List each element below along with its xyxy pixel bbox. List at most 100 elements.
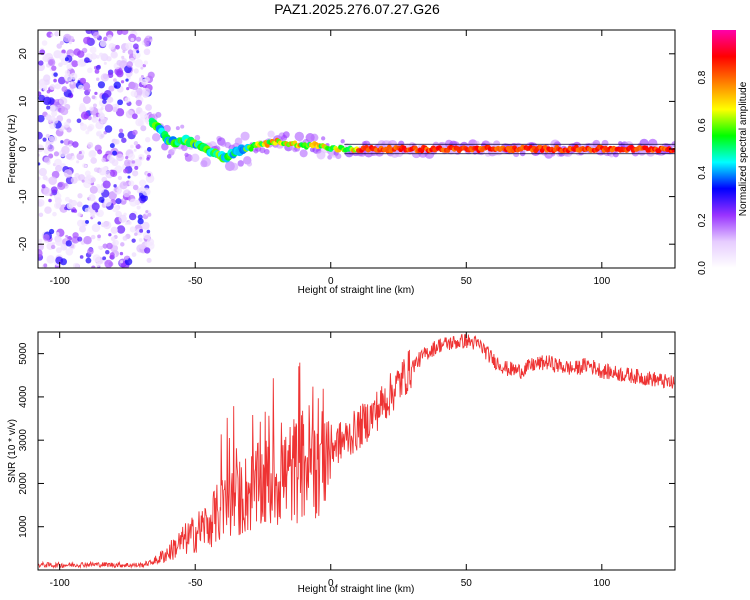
spectrogram-x-axis-label: Height of straight line (km) [298, 285, 415, 296]
spectrogram-noise-blob [79, 255, 84, 259]
spectrogram-noise-blob [129, 226, 136, 233]
colorbar-gradient [712, 30, 736, 268]
spectrogram-noise-blob [147, 212, 152, 217]
spectrogram-halo [237, 160, 244, 167]
spectrogram-noise-blob [108, 191, 117, 200]
spectrogram-halo [263, 148, 270, 155]
spectrogram-x-tick-label: -50 [188, 276, 203, 287]
spectrogram-noise-blob [102, 256, 107, 261]
spectrogram-halo [230, 162, 239, 171]
colorbar-tick-label: 0.4 [697, 165, 708, 179]
spectrogram-noise-blob [116, 70, 124, 78]
spectrogram-noise-blob [143, 60, 149, 65]
colorbar-tick-label: 0.6 [697, 118, 708, 132]
spectrogram-noise-blob [70, 81, 74, 85]
spectrogram-noise-blob [124, 258, 133, 266]
spectrogram-noise-blob [106, 242, 113, 250]
figure-title: PAZ1.2025.276.07.27.G26 [274, 1, 440, 17]
spectrogram-noise-blob [49, 104, 58, 113]
spectrogram-noise-blob [115, 198, 122, 205]
spectrogram-noise-blob [97, 234, 101, 239]
spectrogram-noise-blob [60, 243, 68, 251]
spectrogram-noise-blob [87, 88, 91, 92]
spectrogram-noise-blob [46, 105, 51, 110]
spectrogram-noise-blob [112, 150, 118, 156]
spectrogram-noise-blob [38, 249, 43, 258]
spectrogram-noise-blob [146, 157, 150, 161]
spectrogram-halo [294, 131, 305, 142]
spectrogram-noise-blob [65, 234, 69, 238]
spectrogram-noise-blob [104, 125, 113, 133]
spectrogram-noise-blob [122, 189, 131, 198]
spectrogram-noise-blob [48, 198, 52, 203]
spectrogram-noise-blob [38, 242, 44, 251]
spectrogram-noise-blob [144, 149, 148, 154]
spectrogram-x-tick-label: 50 [461, 276, 473, 287]
spectrogram-y-axis-label: Frequency (Hz) [7, 115, 18, 184]
snr-y-tick-label: 2000 [18, 472, 29, 495]
spectrogram-noise-blob [131, 238, 136, 243]
spectrogram-noise-blob [126, 61, 133, 68]
spectrogram-noise-blob [144, 247, 151, 254]
spectrogram-noise-blob [90, 52, 98, 60]
spectrogram-noise-blob [76, 219, 85, 227]
spectrogram-noise-blob [133, 158, 142, 168]
spectrogram-noise-blob [109, 169, 118, 178]
snr-y-tick-label: 5000 [18, 342, 29, 365]
spectrogram-halo [163, 124, 171, 133]
spectrogram-noise-blob [119, 260, 124, 264]
spectrogram-noise-blob [97, 237, 101, 241]
spectrogram-noise-blob [63, 169, 73, 178]
spectrogram-noise-blob [76, 160, 80, 164]
spectrogram-noise-blob [42, 96, 52, 106]
spectrogram-halo [519, 150, 526, 157]
spectrogram-noise-blob [54, 31, 60, 37]
spectrogram-noise-blob [127, 49, 134, 55]
spectrogram-noise-blob [143, 48, 151, 56]
spectrogram-noise-blob [102, 99, 107, 104]
spectrogram-noise-blob [139, 179, 147, 187]
spectrogram-noise-blob [145, 174, 155, 183]
snr-y-axis-label: SNR (10 * v/v) [7, 419, 18, 483]
spectrogram-noise-blob [78, 151, 82, 155]
spectrogram-halo [175, 126, 180, 131]
spectrogram-noise-blob [132, 43, 139, 50]
spectrogram-noise-blob [53, 151, 60, 157]
spectrogram-noise-blob [135, 36, 142, 42]
spectrogram-noise-blob [83, 36, 91, 45]
spectrogram-noise-blob [124, 221, 129, 226]
colorbar-tick-label: 0.0 [697, 261, 708, 275]
spectrogram-noise-blob [60, 107, 69, 116]
spectrogram-noise-blob [96, 132, 101, 137]
spectrogram-noise-blob [96, 212, 100, 216]
spectrogram-y-tick-label: -20 [18, 237, 29, 252]
spectrogram-noise-blob [126, 87, 130, 91]
spectrogram-noise-blob [132, 51, 141, 60]
spectrogram-noise-blob [139, 111, 148, 119]
spectrogram-noise-blob [38, 238, 43, 243]
spectrogram-noise-blob [73, 209, 78, 213]
spectrogram-noise-blob [118, 214, 127, 223]
spectrogram-y-ticks: -20 -10 0 10 20 [18, 48, 675, 252]
spectrogram-noise-blob [104, 259, 113, 268]
spectrogram-noise-blob [77, 212, 82, 217]
spectrogram-noise-blob [70, 153, 74, 157]
spectrogram-noise-blob [94, 68, 100, 74]
spectrogram-noise-blob [89, 185, 98, 194]
spectrogram-noise-blob [68, 143, 72, 148]
spectrogram-noise-blob [64, 196, 70, 202]
snr-y-tick-label: 3000 [18, 429, 29, 452]
spectrogram-noise-blob [140, 194, 148, 202]
spectrogram-noise-blob [38, 162, 41, 166]
spectrogram-noise-blob [53, 202, 61, 210]
snr-marks [38, 334, 675, 569]
spectrogram-noise-blob [55, 232, 60, 236]
spectrogram-noise-blob [139, 156, 143, 160]
spectrogram-halo [151, 133, 161, 142]
spectrogram-noise-blob [134, 165, 139, 170]
spectrogram-y-tick-label: -10 [18, 189, 29, 204]
spectrogram-noise-blob [139, 228, 144, 233]
spectrogram-noise-blob [42, 175, 48, 181]
spectrogram-x-tick-label: -100 [50, 276, 70, 287]
spectrogram-noise-blob [122, 49, 126, 53]
